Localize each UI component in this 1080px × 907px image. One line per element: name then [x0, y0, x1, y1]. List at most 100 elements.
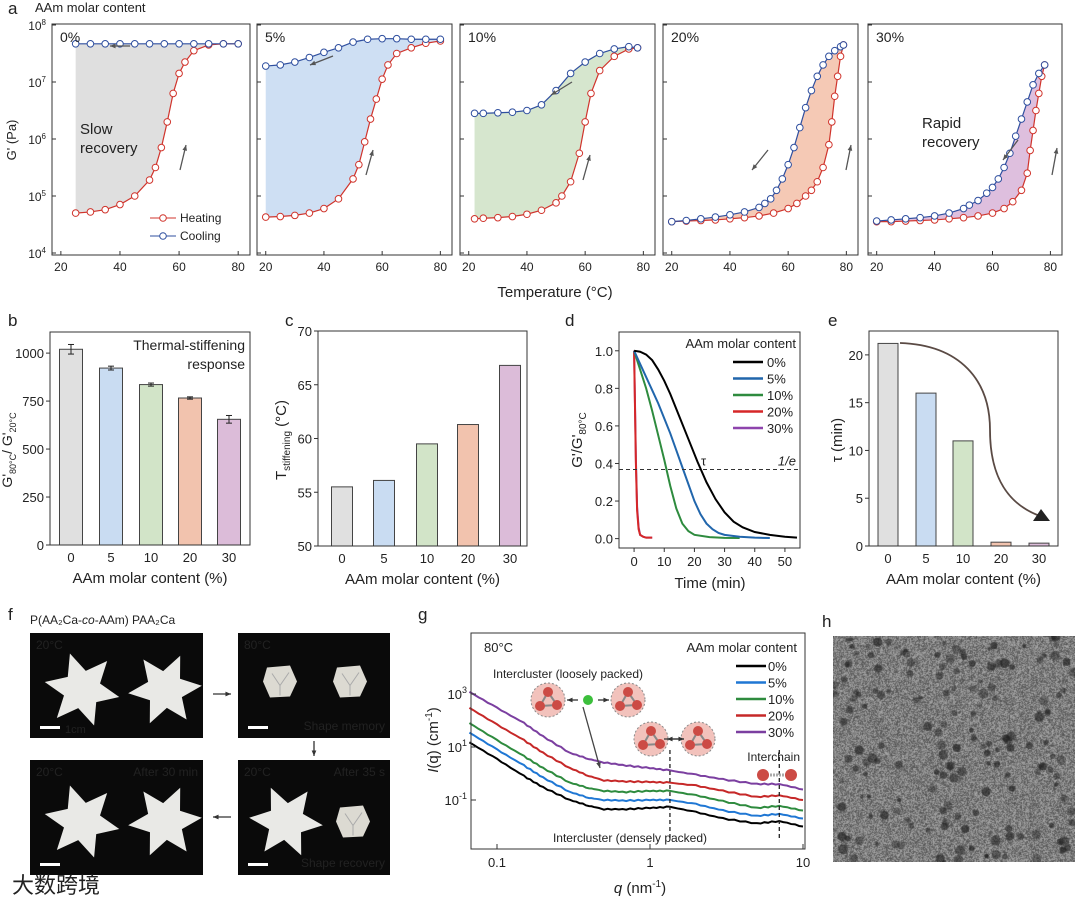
x-axis-label: AAm molar content (%)	[886, 571, 1041, 588]
heating-point	[575, 149, 584, 158]
hysteresis-area	[75, 43, 239, 214]
heating-point	[479, 214, 488, 223]
heating-point	[813, 177, 822, 186]
text-part: 80°C	[8, 453, 18, 474]
text-part: co	[82, 613, 95, 627]
cooling-point	[813, 72, 822, 81]
x-tick-label: 80	[434, 260, 448, 274]
x-tick-label: 20	[687, 554, 701, 569]
heating-point	[807, 186, 816, 195]
cooling-point	[1000, 163, 1008, 172]
x-axis-label: AAm molar content (%)	[345, 571, 500, 588]
cluster-bonds	[618, 690, 639, 708]
cooling-point	[711, 213, 720, 221]
text-part: G'/G'	[569, 434, 586, 467]
x-axis-label: Time (min)	[674, 575, 745, 592]
chart-title: response	[187, 356, 245, 372]
x-tick-label: 60	[578, 260, 592, 274]
cooling-point	[479, 109, 488, 118]
photo-caption: Shape memory	[304, 719, 385, 733]
cooling-point	[470, 109, 479, 118]
bar	[457, 424, 479, 547]
heating-point	[833, 72, 842, 81]
cooling-point	[982, 189, 991, 197]
cooling-point	[305, 53, 314, 62]
y-tick-label: 10-1	[445, 791, 467, 808]
subplot-0pct: 20 40 60 80 0%	[51, 23, 251, 274]
cooling-point	[784, 160, 792, 169]
text-part: 7	[42, 75, 47, 84]
cooling-point	[1011, 132, 1020, 140]
bar	[915, 392, 937, 547]
hysteresis-area	[265, 38, 441, 218]
y-tick-label: 104	[28, 246, 46, 261]
heating-point	[552, 199, 560, 207]
y-tick-label: 15	[849, 396, 863, 411]
x-tick-label: 60	[375, 260, 389, 274]
cooling-point	[204, 40, 213, 48]
cooling-point	[219, 40, 228, 48]
cooling-point	[595, 49, 604, 58]
text-part: 80°C	[578, 412, 589, 434]
heating-point	[508, 212, 517, 221]
cooling-point	[633, 44, 642, 52]
text-part: -1	[459, 791, 467, 801]
x-tick-label: 5	[922, 551, 929, 566]
ion-node	[685, 740, 695, 750]
spacer-node	[583, 695, 593, 705]
x-tick-label: 0	[884, 551, 891, 566]
y-axis-label: I(q) (cm-1)	[424, 707, 442, 773]
cooling-point	[1029, 81, 1037, 89]
legend-label: 30%	[767, 421, 793, 436]
heating-point	[116, 200, 124, 209]
panel-label-c: c	[285, 311, 294, 330]
bar	[331, 486, 353, 547]
cooling-point	[581, 58, 589, 66]
text-part: 10	[448, 687, 462, 702]
x-tick-label: 1	[646, 855, 653, 870]
heating-point	[71, 209, 80, 217]
cooling-point	[320, 48, 328, 57]
legend-label: 10%	[768, 692, 794, 707]
pointer-arrow-icon-head	[596, 762, 601, 768]
subplot-30pct: 20 40 60 80 30%	[867, 23, 1063, 274]
panel-label-g: g	[418, 605, 427, 624]
heating-point	[566, 177, 575, 186]
cooling-point	[974, 196, 982, 205]
ion-node	[543, 687, 553, 697]
cooling-point	[537, 101, 546, 109]
ion-node	[638, 740, 648, 750]
heating-line	[474, 47, 638, 220]
hysteresis-area	[474, 46, 638, 219]
cooling-point	[901, 215, 910, 223]
legend-label: 30%	[768, 725, 794, 740]
text-part: (nm	[622, 880, 652, 897]
photo-temperature: 20°C	[36, 638, 63, 652]
heating-point	[558, 192, 566, 200]
text-part: 10	[28, 19, 42, 33]
x-tick-label: 20	[183, 550, 197, 565]
rapid-recovery-label: Rapid	[922, 115, 961, 132]
text-part: 5	[42, 189, 47, 198]
y-tick-label: 5	[856, 491, 863, 506]
heating-point	[372, 95, 381, 103]
panel-c-chart: 0 5 10 20 30 50 55 60 65 70 AAm molar content (%) T…	[273, 324, 528, 588]
series-line-0pct	[633, 349, 798, 539]
cluster-bonds	[641, 729, 662, 747]
heating-point	[819, 163, 827, 172]
cooling-point	[261, 62, 270, 70]
chart-title: Thermal-stiffening	[133, 337, 245, 353]
x-tick-label: 60	[986, 260, 1000, 274]
plot-frame	[618, 331, 801, 549]
cluster-diagram	[530, 682, 566, 718]
cooling-point	[801, 103, 810, 112]
heating-arrow-icon-head	[1053, 148, 1059, 154]
y-axis-label: G'80°C/ G'20°C	[0, 412, 18, 488]
heating-legend-marker	[159, 214, 167, 222]
double-arrow-icon-head	[567, 697, 573, 703]
subplot-20pct: 20 40 60 80 20%	[662, 23, 859, 274]
cooling-point	[407, 35, 416, 44]
y-tick-label: 20	[849, 348, 863, 363]
series-line-10pct	[468, 722, 804, 812]
